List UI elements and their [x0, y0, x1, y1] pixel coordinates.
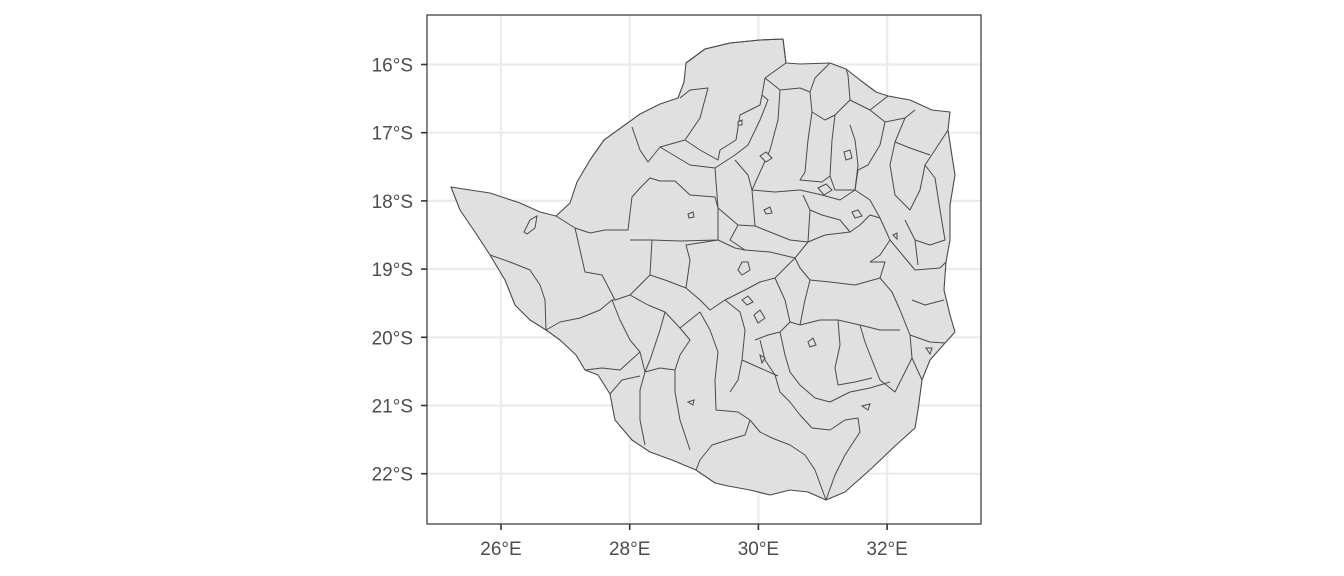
y-tick-label: 20°S	[372, 328, 413, 349]
district-borders	[489, 38, 949, 501]
x-tick-label: 28°E	[609, 539, 650, 560]
x-tick-label: 32°E	[866, 539, 907, 560]
x-tick-label: 26°E	[480, 539, 521, 560]
y-tick-label: 17°S	[372, 124, 413, 145]
y-tick-label: 16°S	[372, 56, 413, 77]
y-tick-label: 18°S	[372, 192, 413, 213]
district-map	[450, 38, 956, 501]
y-tick-label: 22°S	[372, 465, 413, 486]
x-tick-label: 30°E	[738, 539, 779, 560]
axes: 26°E 28°E 30°E 32°E 16°S 17°S 18°S 19°S 20°S 21°S…	[372, 56, 908, 561]
district-enclaves	[523, 119, 933, 411]
y-tick-label: 21°S	[372, 397, 413, 418]
y-tick-label: 19°S	[372, 260, 413, 281]
